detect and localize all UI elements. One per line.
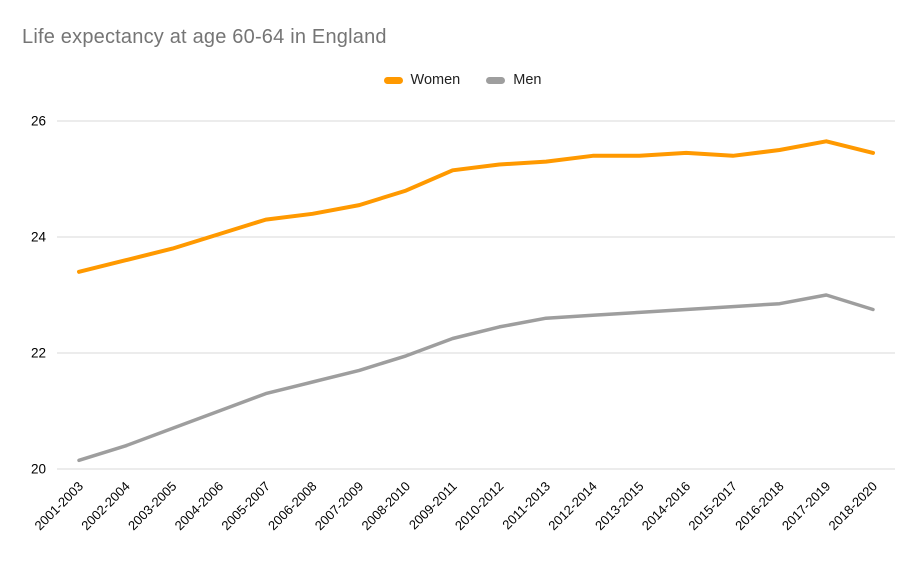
gridlines xyxy=(57,120,895,470)
legend-label-women: Women xyxy=(410,72,461,88)
x-tick-label: 2007-2009 xyxy=(312,479,367,534)
x-tick-label: 2003-2005 xyxy=(125,479,180,534)
x-tick-label: 2016-2018 xyxy=(732,479,787,534)
y-tick-label: 20 xyxy=(31,462,46,477)
x-tick-label: 2018-2020 xyxy=(826,479,881,534)
women-line xyxy=(77,139,875,274)
x-tick-label: 2002-2004 xyxy=(78,479,133,534)
x-tick-label: 2006-2008 xyxy=(265,479,320,534)
x-tick-label: 2005-2007 xyxy=(218,479,273,534)
x-tick-label: 2017-2019 xyxy=(779,479,834,534)
legend-item-men: Men xyxy=(486,72,541,88)
x-tick-label: 2010-2012 xyxy=(452,479,507,534)
x-tick-label: 2011-2013 xyxy=(499,479,553,533)
y-tick-label: 26 xyxy=(31,114,46,129)
x-tick-label: 2013-2015 xyxy=(592,479,647,534)
men-line xyxy=(77,293,875,463)
x-tick-label: 2004-2006 xyxy=(172,479,227,534)
legend-label-men: Men xyxy=(513,72,542,88)
y-tick-label: 24 xyxy=(31,230,47,245)
y-axis-labels: 20 22 24 26 xyxy=(31,114,47,477)
x-axis-labels: 2001-20032002-20042003-20052004-20062005… xyxy=(32,479,881,534)
chart-title: Life expectancy at age 60-64 in England xyxy=(22,26,387,48)
men-series-swatch-icon xyxy=(486,76,506,84)
y-tick-label: 22 xyxy=(31,346,46,361)
legend-item-women: Women xyxy=(383,72,461,88)
x-tick-label: 2001-2003 xyxy=(32,479,87,534)
x-tick-label: 2015-2017 xyxy=(685,479,740,534)
chart-legend: Women Men xyxy=(9,72,907,88)
x-tick-label: 2009-2011 xyxy=(406,479,460,533)
x-tick-label: 2008-2010 xyxy=(358,479,413,534)
x-tick-label: 2012-2014 xyxy=(545,479,600,534)
x-tick-label: 2014-2016 xyxy=(639,479,694,534)
women-series-swatch-icon xyxy=(383,76,403,84)
